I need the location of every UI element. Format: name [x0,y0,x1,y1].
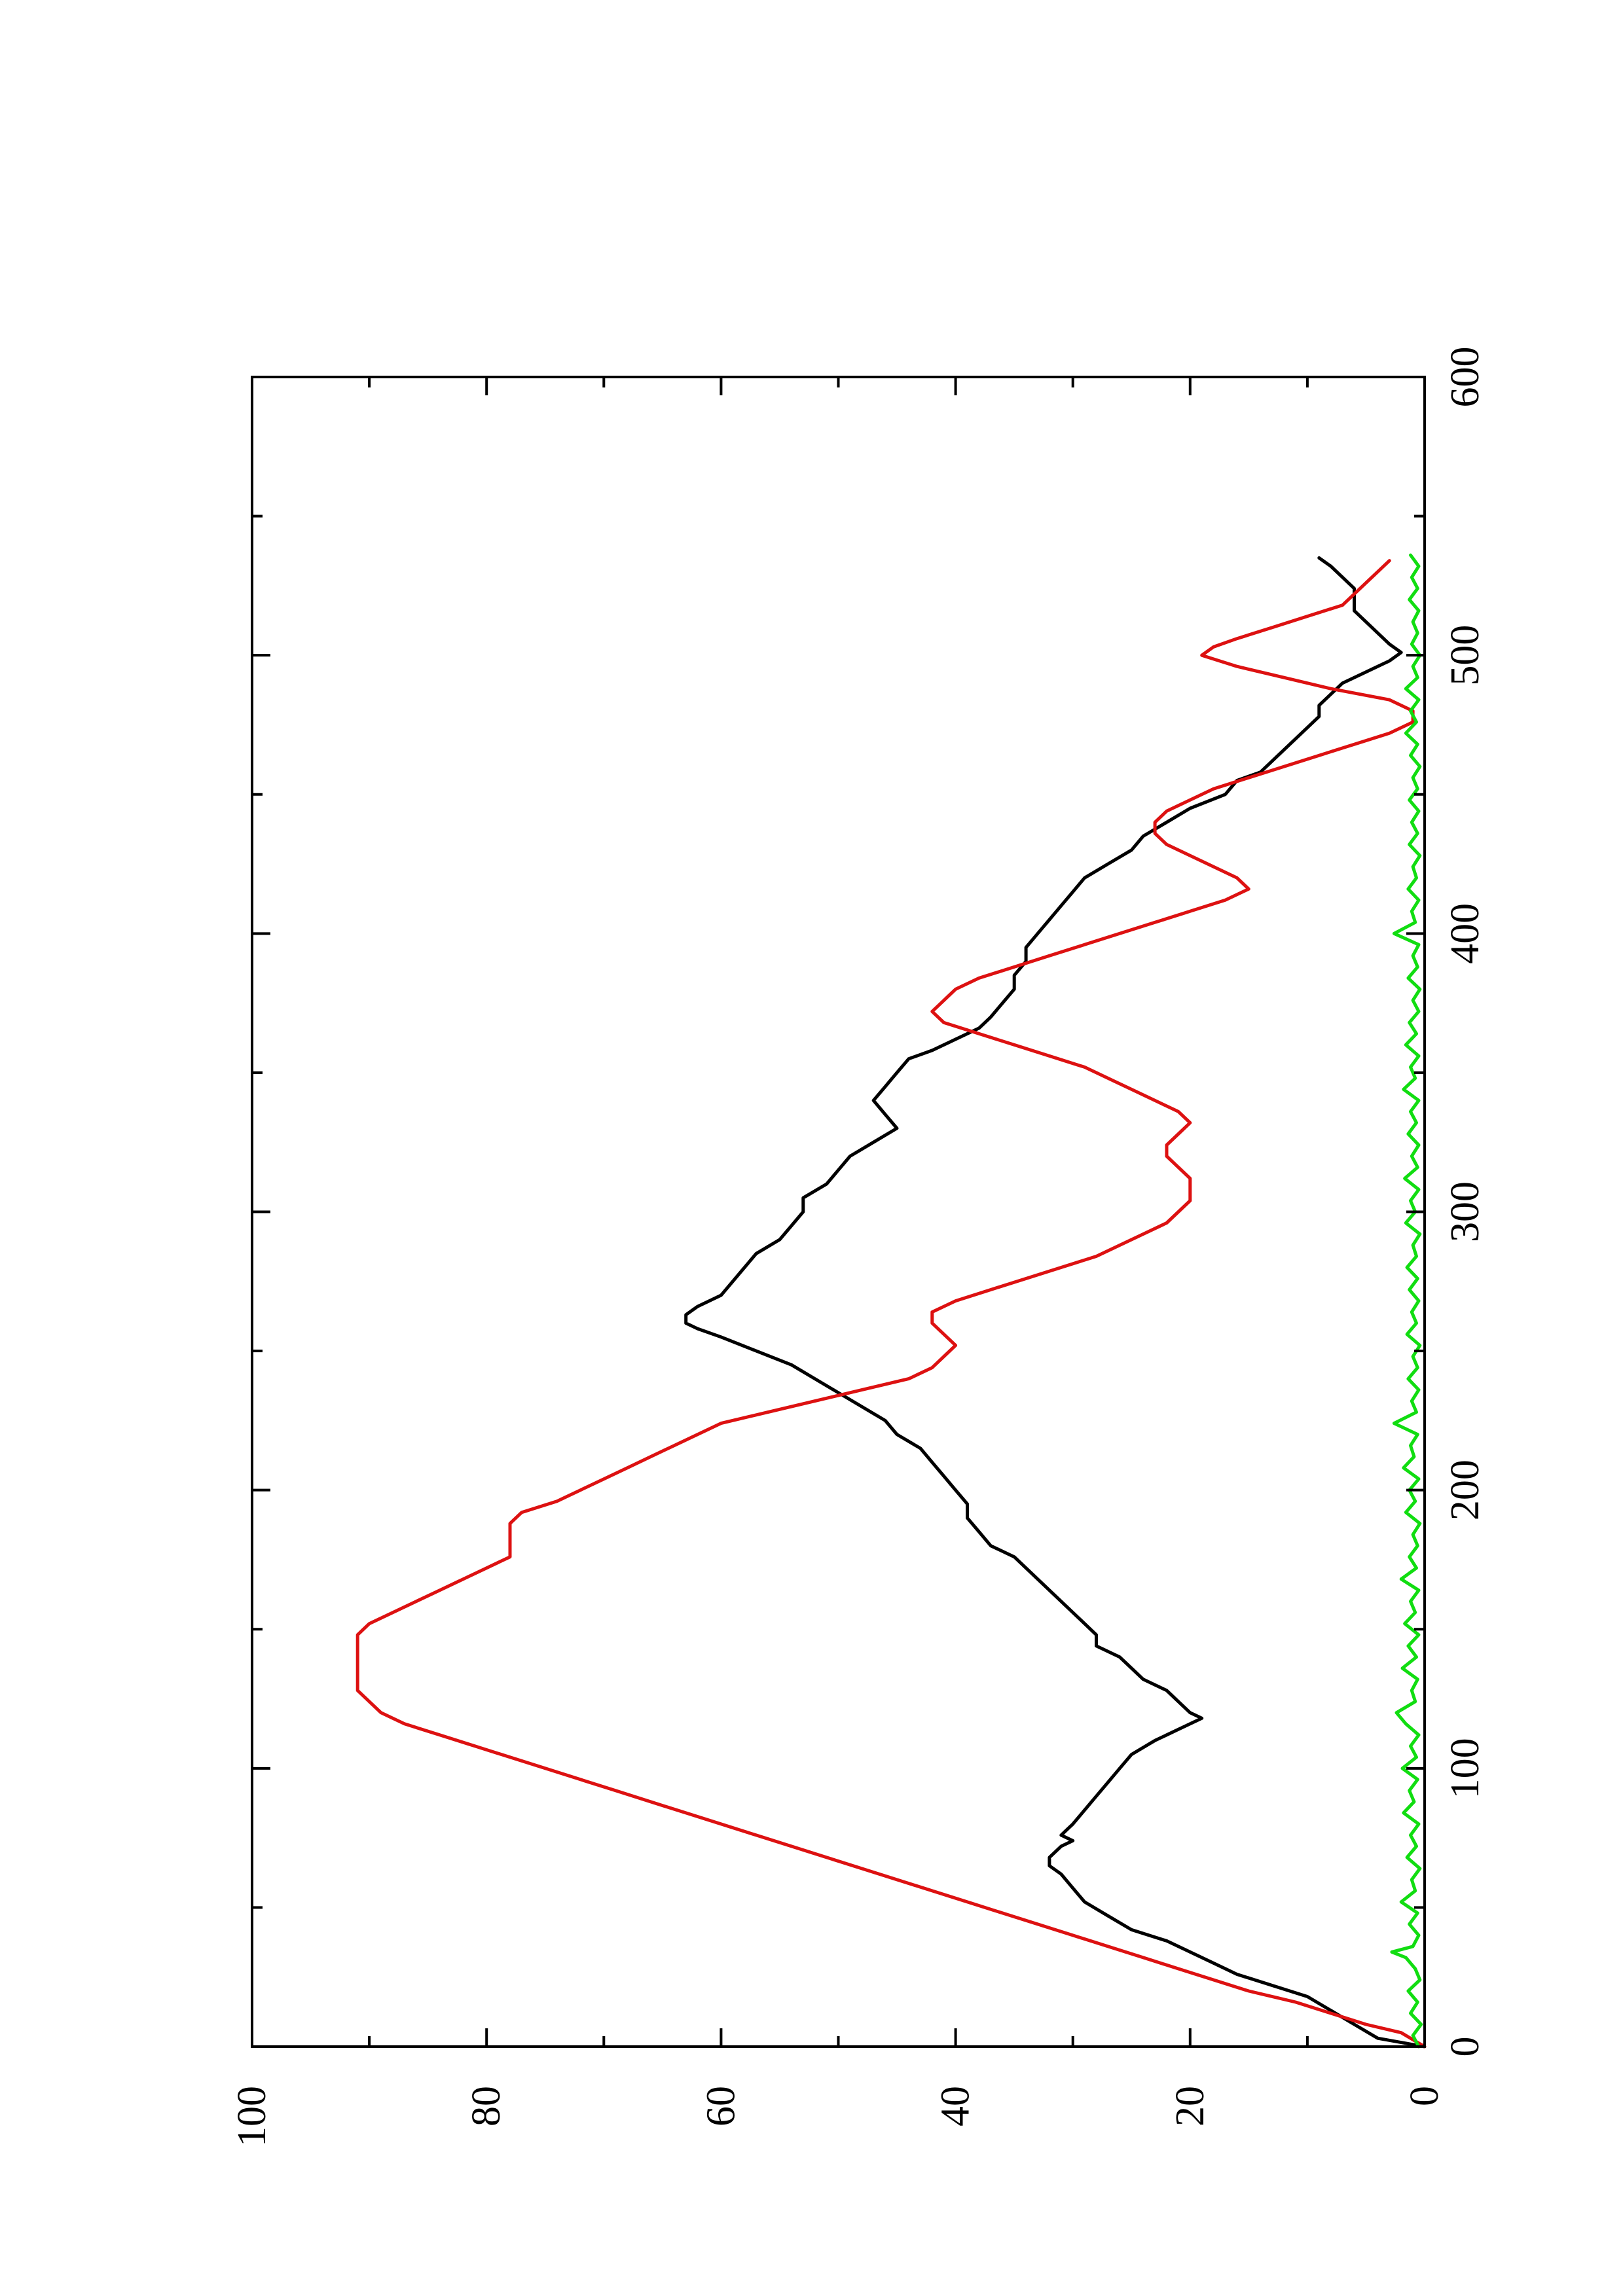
x-tick-label: 500 [1443,625,1487,686]
axis-layer: 0 100 200 300 400 500 600 0 20 40 60 80 100 [230,347,1487,2147]
x-tick-label: 400 [1443,903,1487,964]
x-tick-label: 300 [1443,1181,1487,1242]
y-tick-label: 40 [934,2086,978,2126]
y-tick-label: 100 [230,2086,274,2147]
x-tick-label: 200 [1443,1460,1487,1520]
series-layer [356,553,1427,2049]
y-tick-label: 60 [699,2086,743,2126]
y-tick-label: 20 [1168,2086,1213,2126]
y-tick-label: 0 [1402,2086,1447,2106]
x-tick-label: 0 [1443,2037,1487,2057]
x-tick-label: 100 [1443,1738,1487,1799]
plot-frame [251,376,1426,2048]
y-tick-label: 80 [464,2086,509,2126]
series-line-3 [1390,553,1423,2049]
series-line-2 [356,559,1427,2049]
x-tick-label: 600 [1443,347,1487,408]
